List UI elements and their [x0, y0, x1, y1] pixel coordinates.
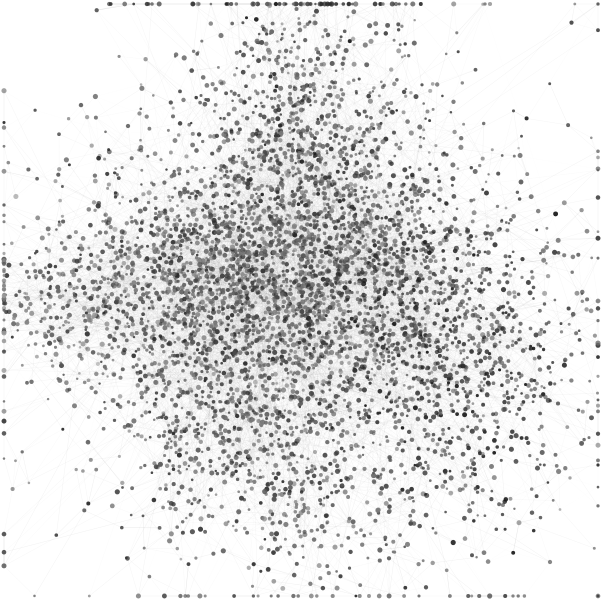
- edges-layer: [4, 4, 598, 596]
- network-graph: [0, 0, 602, 600]
